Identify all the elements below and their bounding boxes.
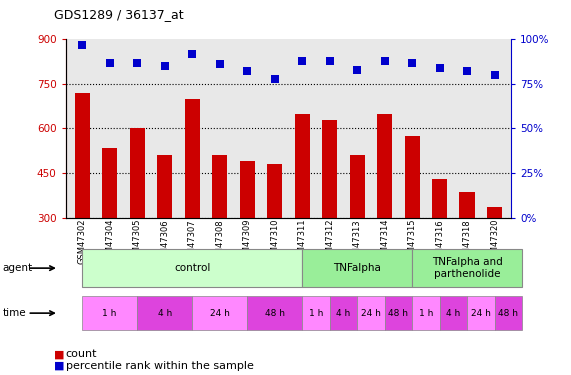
Text: 4 h: 4 h	[446, 309, 460, 318]
Text: 24 h: 24 h	[471, 309, 490, 318]
Bar	[377, 114, 392, 218]
Text: ■: ■	[54, 361, 65, 370]
Point	[78, 42, 87, 48]
Bar	[184, 99, 200, 218]
Point	[132, 60, 142, 66]
Text: 1 h: 1 h	[419, 309, 433, 318]
Point	[270, 76, 279, 82]
Point	[160, 63, 169, 69]
Bar	[75, 93, 90, 218]
Bar	[295, 114, 309, 218]
Text: 48 h: 48 h	[264, 309, 284, 318]
Bar	[267, 164, 282, 218]
Point	[215, 61, 224, 68]
Text: 48 h: 48 h	[388, 309, 408, 318]
Point	[297, 58, 307, 64]
Text: count: count	[66, 350, 97, 359]
Text: 4 h: 4 h	[336, 309, 351, 318]
Text: TNFalpha and
parthenolide: TNFalpha and parthenolide	[432, 257, 502, 279]
Point	[408, 60, 417, 66]
Text: control: control	[174, 263, 210, 273]
Text: 24 h: 24 h	[210, 309, 230, 318]
Bar	[322, 120, 337, 218]
Text: 48 h: 48 h	[498, 309, 518, 318]
Text: percentile rank within the sample: percentile rank within the sample	[66, 361, 254, 370]
Text: 1 h: 1 h	[309, 309, 323, 318]
Text: time: time	[3, 308, 26, 318]
Point	[435, 65, 444, 71]
Text: 1 h: 1 h	[102, 309, 117, 318]
Bar	[130, 128, 144, 217]
Bar	[157, 155, 172, 218]
Bar	[102, 148, 117, 217]
Bar	[212, 155, 227, 218]
Point	[187, 51, 196, 57]
Point	[352, 67, 361, 73]
Text: 24 h: 24 h	[361, 309, 381, 318]
Point	[463, 68, 472, 74]
Bar	[487, 207, 502, 218]
Bar	[404, 136, 420, 218]
Text: ■: ■	[54, 350, 65, 359]
Text: agent: agent	[3, 263, 33, 273]
Bar	[240, 161, 255, 218]
Point	[490, 72, 499, 78]
Bar	[460, 192, 475, 217]
Point	[325, 58, 334, 64]
Point	[105, 60, 114, 66]
Bar	[432, 179, 447, 218]
Bar	[349, 155, 365, 218]
Text: TNFalpha: TNFalpha	[333, 263, 381, 273]
Text: 4 h: 4 h	[158, 309, 172, 318]
Point	[243, 68, 252, 74]
Point	[380, 58, 389, 64]
Text: GDS1289 / 36137_at: GDS1289 / 36137_at	[54, 8, 184, 21]
